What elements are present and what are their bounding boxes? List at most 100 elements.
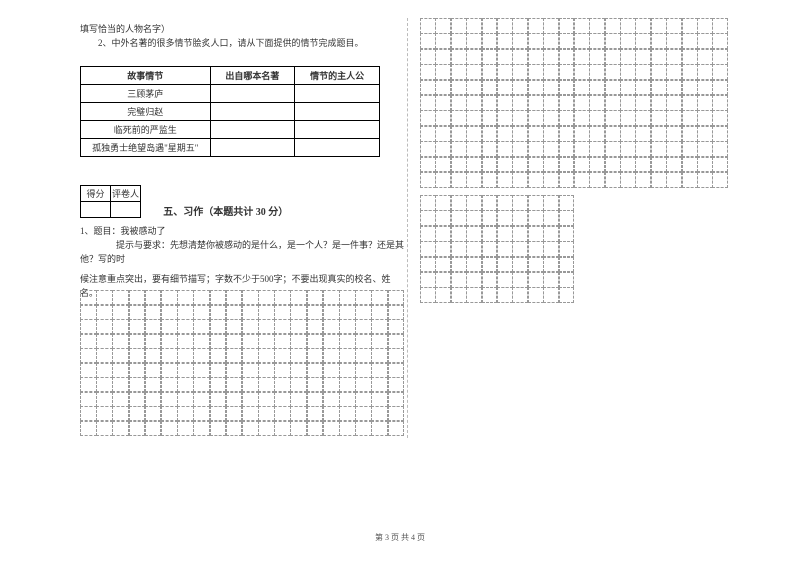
writing-cell[interactable] — [512, 287, 528, 303]
writing-cell[interactable] — [371, 290, 388, 305]
writing-cell[interactable] — [210, 305, 227, 320]
writing-cell[interactable] — [145, 290, 162, 305]
writing-cell[interactable] — [290, 319, 307, 334]
writing-cell[interactable] — [339, 348, 356, 363]
writing-cell[interactable] — [307, 319, 324, 334]
score-cell[interactable] — [81, 202, 111, 218]
writing-cell[interactable] — [712, 80, 728, 96]
table-cell[interactable] — [295, 103, 380, 121]
writing-cell[interactable] — [451, 80, 467, 96]
grader-cell[interactable] — [111, 202, 141, 218]
writing-cell[interactable] — [497, 49, 513, 65]
writing-cell[interactable] — [712, 49, 728, 65]
writing-cell[interactable] — [435, 33, 451, 49]
writing-cell[interactable] — [193, 305, 210, 320]
writing-cell[interactable] — [355, 334, 372, 349]
writing-cell[interactable] — [559, 126, 575, 142]
writing-cell[interactable] — [435, 141, 451, 157]
writing-cell[interactable] — [435, 287, 451, 303]
writing-cell[interactable] — [274, 406, 291, 421]
writing-cell[interactable] — [339, 406, 356, 421]
writing-cell[interactable] — [682, 126, 698, 142]
writing-cell[interactable] — [355, 421, 372, 436]
writing-cell[interactable] — [129, 334, 146, 349]
writing-cell[interactable] — [589, 110, 605, 126]
writing-cell[interactable] — [635, 49, 651, 65]
writing-cell[interactable] — [466, 64, 482, 80]
writing-cell[interactable] — [307, 290, 324, 305]
writing-cell[interactable] — [651, 64, 667, 80]
writing-cell[interactable] — [635, 80, 651, 96]
writing-cell[interactable] — [371, 305, 388, 320]
writing-cell[interactable] — [451, 33, 467, 49]
writing-cell[interactable] — [274, 334, 291, 349]
writing-cell[interactable] — [177, 290, 194, 305]
writing-cell[interactable] — [466, 18, 482, 34]
writing-cell[interactable] — [559, 241, 575, 257]
writing-cell[interactable] — [574, 18, 590, 34]
writing-cell[interactable] — [339, 305, 356, 320]
writing-cell[interactable] — [635, 64, 651, 80]
writing-cell[interactable] — [666, 80, 682, 96]
writing-cell[interactable] — [161, 392, 178, 407]
writing-cell[interactable] — [177, 348, 194, 363]
writing-cell[interactable] — [226, 392, 243, 407]
writing-cell[interactable] — [466, 210, 482, 226]
writing-cell[interactable] — [210, 406, 227, 421]
writing-cell[interactable] — [177, 421, 194, 436]
writing-cell[interactable] — [242, 290, 259, 305]
writing-cell[interactable] — [559, 110, 575, 126]
writing-cell[interactable] — [307, 377, 324, 392]
writing-cell[interactable] — [605, 126, 621, 142]
writing-cell[interactable] — [451, 226, 467, 242]
writing-cell[interactable] — [145, 363, 162, 378]
writing-cell[interactable] — [210, 392, 227, 407]
writing-cell[interactable] — [129, 392, 146, 407]
writing-cell[interactable] — [466, 195, 482, 211]
writing-cell[interactable] — [528, 241, 544, 257]
writing-cell[interactable] — [145, 421, 162, 436]
writing-cell[interactable] — [497, 126, 513, 142]
writing-cell[interactable] — [651, 18, 667, 34]
writing-cell[interactable] — [712, 18, 728, 34]
writing-cell[interactable] — [420, 64, 436, 80]
writing-cell[interactable] — [482, 33, 498, 49]
writing-grid-right[interactable] — [420, 18, 728, 187]
writing-cell[interactable] — [559, 257, 575, 273]
writing-cell[interactable] — [371, 319, 388, 334]
writing-cell[interactable] — [193, 319, 210, 334]
writing-cell[interactable] — [543, 141, 559, 157]
writing-cell[interactable] — [559, 272, 575, 288]
writing-cell[interactable] — [290, 363, 307, 378]
writing-cell[interactable] — [388, 334, 405, 349]
writing-cell[interactable] — [497, 172, 513, 188]
writing-cell[interactable] — [161, 334, 178, 349]
writing-cell[interactable] — [388, 392, 405, 407]
writing-cell[interactable] — [543, 195, 559, 211]
writing-cell[interactable] — [274, 392, 291, 407]
writing-cell[interactable] — [482, 141, 498, 157]
writing-cell[interactable] — [528, 195, 544, 211]
writing-cell[interactable] — [258, 363, 275, 378]
writing-cell[interactable] — [574, 126, 590, 142]
writing-cell[interactable] — [177, 392, 194, 407]
writing-cell[interactable] — [274, 305, 291, 320]
writing-cell[interactable] — [466, 157, 482, 173]
writing-cell[interactable] — [697, 95, 713, 111]
writing-cell[interactable] — [620, 172, 636, 188]
writing-cell[interactable] — [543, 95, 559, 111]
writing-cell[interactable] — [497, 64, 513, 80]
writing-cell[interactable] — [226, 348, 243, 363]
table-cell[interactable] — [295, 85, 380, 103]
writing-cell[interactable] — [559, 80, 575, 96]
writing-cell[interactable] — [339, 421, 356, 436]
writing-cell[interactable] — [620, 33, 636, 49]
writing-cell[interactable] — [435, 18, 451, 34]
writing-cell[interactable] — [620, 157, 636, 173]
writing-cell[interactable] — [574, 110, 590, 126]
writing-cell[interactable] — [635, 33, 651, 49]
writing-cell[interactable] — [482, 241, 498, 257]
writing-cell[interactable] — [620, 126, 636, 142]
writing-cell[interactable] — [712, 33, 728, 49]
writing-cell[interactable] — [80, 421, 97, 436]
